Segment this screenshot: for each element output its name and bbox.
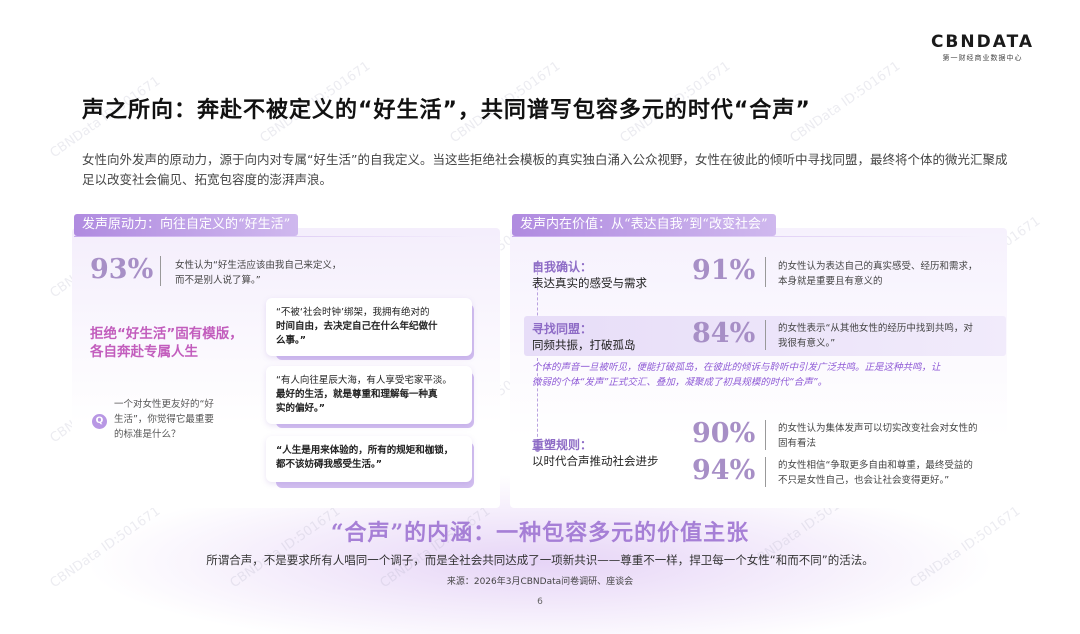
divider — [765, 420, 766, 450]
stat-91-line-1: 的女性认为表达自己的真实感受、经历和需求， — [778, 261, 978, 272]
quote-1-line-a: “不被‘社会时钟’绑架，我拥有绝对的 — [276, 307, 430, 318]
stat-91-line-2: 本身就是重要且有意义的 — [778, 276, 883, 287]
quote-3-line-a: “人生是用来体验的，所有的规矩和枷锁， — [276, 445, 454, 456]
stat-text-line-2: 而不是别人说了算。” — [175, 275, 261, 286]
slogan-line-2: 各自奔赴专属人生 — [90, 344, 198, 360]
quote-bubble-3: “人生是用来体验的，所有的规矩和枷锁， 都不该妨碍我感受生活。” — [266, 436, 472, 482]
stat-84-line-2: 我很有意义。” — [778, 338, 836, 349]
stat-90-line-2: 固有看法 — [778, 438, 817, 449]
quote-1-line-b: 时间自由，去决定自己在什么年纪做什 — [276, 321, 438, 332]
question-line-1: 一个对女性更友好的“好 — [114, 399, 214, 410]
stat-94-line-2: 不只是女性自己，也会让社会变得更好。” — [778, 475, 950, 486]
value-label-self-affirmation: 自我确认： — [532, 260, 593, 274]
stat-percent-94: 94% — [692, 455, 756, 486]
quote-bubble-2: “有人向往星辰大海，有人享受宅家平淡。 最好的生活，就是尊重和理解每一种真 实的… — [266, 366, 472, 424]
divider — [765, 320, 766, 350]
brand-logo: CBNDATA 第一财经商业数据中心 — [931, 32, 1034, 63]
value-sub-reshape-rules: 以时代合声推动社会进步 — [532, 454, 659, 468]
right-panel — [510, 228, 1007, 508]
timeline-dot — [535, 262, 540, 267]
timeline-dot — [535, 447, 540, 452]
stat-percent-90: 90% — [692, 418, 756, 449]
quote-bubble-1: “不被‘社会时钟’绑架，我拥有绝对的 时间自由，去决定自己在什么年纪做什 么事。… — [266, 298, 472, 356]
stat-84-line-1: 的女性表示“从其他女性的经历中找到共鸣，对 — [778, 323, 973, 334]
logo-wordmark: CBNDATA — [930, 32, 1034, 52]
stat-94-line-1: 的女性相信“争取更多自由和尊重，最终受益的 — [778, 460, 973, 471]
left-header-underline — [74, 236, 474, 237]
quote-2-line-b: 最好的生活，就是尊重和理解每一种真 — [276, 389, 438, 400]
note-line-1: 个体的声音一旦被听见，便能打破孤岛，在彼此的倾诉与聆听中引发广泛共鸣。正是这种共… — [532, 362, 941, 373]
divider — [160, 256, 161, 286]
value-label-allies: 寻找同盟： — [532, 322, 593, 336]
question-line-3: 的标准是什么？ — [114, 429, 181, 440]
value-label-reshape-rules: 重塑规则： — [532, 438, 593, 452]
quote-2-line-c: 实的偏好。” — [276, 403, 325, 414]
page-title: 声之所向：奔赴不被定义的“好生活”，共同谱写包容多元的时代“合声” — [82, 98, 811, 123]
source-note: 来源：2026年3月CBNData问卷调研、座谈会 — [446, 577, 634, 587]
quote-3-line-b: 都不该妨碍我感受生活。” — [276, 459, 382, 470]
intro-paragraph: 女性向外发声的原动力，源于向内对专属“好生活”的自我定义。当这些拒绝社会模板的真… — [82, 152, 1008, 187]
divider — [765, 457, 766, 487]
bottom-description: 所谓合声，不是要求所有人唱同一个调子，而是全社会共同达成了一项新共识——尊重不一… — [206, 553, 874, 567]
quote-2-line-a: “有人向往星辰大海，有人享受宅家平淡。 — [276, 375, 452, 386]
value-sub-self-affirmation: 表达真实的感受与需求 — [532, 276, 647, 290]
question-icon: Q — [92, 414, 107, 429]
left-section-header: 发声原动力：向往自定义的“好生活” — [74, 214, 299, 236]
value-sub-allies: 同频共振，打破孤岛 — [532, 338, 636, 352]
stat-percent-84: 84% — [692, 318, 756, 349]
note-line-2: 微弱的个体“发声”正式交汇、叠加，凝聚成了初具规模的时代“合声”。 — [532, 377, 828, 388]
logo-tagline: 第一财经商业数据中心 — [942, 54, 1023, 62]
slogan-line-1: 拒绝“好生活”固有模版， — [90, 326, 243, 342]
bottom-headline: “合声”的内涵：一种包容多元的价值主张 — [330, 520, 750, 546]
stat-text-line-1: 女性认为“好生活应该由我自己来定义， — [175, 260, 342, 271]
right-section-header: 发声内在价值：从“表达自我”到“改变社会” — [512, 214, 776, 236]
timeline-dashed-line — [537, 262, 538, 452]
divider — [765, 257, 766, 287]
page-number: 6 — [537, 597, 543, 607]
quote-1-line-c: 么事。” — [276, 335, 306, 346]
stat-percent-93: 93% — [90, 254, 154, 285]
stat-percent-91: 91% — [692, 255, 756, 286]
right-header-underline — [512, 236, 982, 237]
stat-90-line-1: 的女性认为集体发声可以切实改变社会对女性的 — [778, 423, 978, 434]
question-line-2: 生活”，你觉得它最重要 — [114, 414, 214, 425]
